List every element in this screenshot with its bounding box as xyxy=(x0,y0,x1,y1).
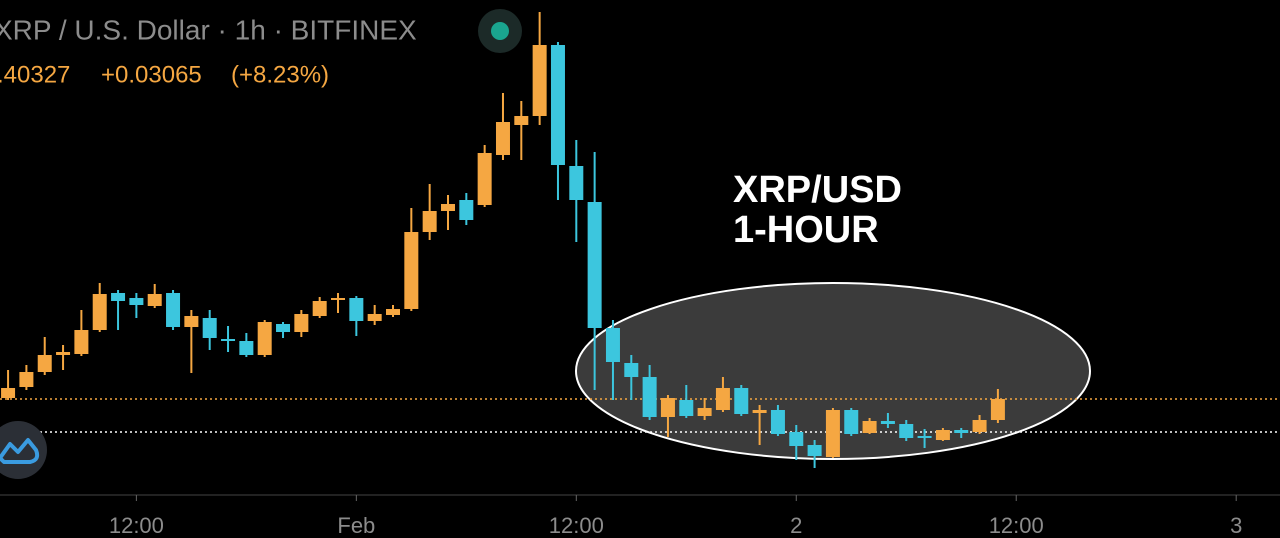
candle-body xyxy=(532,45,547,116)
candle-body xyxy=(19,372,34,387)
candle-body xyxy=(367,314,382,321)
candle-body xyxy=(862,421,877,433)
candles xyxy=(1,12,1005,468)
chart-title: XRP / U.S. Dollar · 1h · BITFINEX xyxy=(0,14,417,45)
candle-body xyxy=(56,352,71,355)
candle-body xyxy=(880,421,895,424)
candle-body xyxy=(917,436,932,438)
candle-body xyxy=(312,301,327,316)
annotation: 1-HOUR xyxy=(733,209,879,251)
logo-button[interactable] xyxy=(0,421,47,479)
candle-body xyxy=(37,355,52,372)
candle-body xyxy=(660,398,675,417)
candle-body xyxy=(642,377,657,417)
candle-body xyxy=(404,232,419,309)
candle-body xyxy=(349,298,364,321)
candle-body xyxy=(422,211,437,232)
candle-body xyxy=(679,400,694,416)
candle-body xyxy=(294,314,309,332)
candle-body xyxy=(239,341,254,355)
candle-body xyxy=(990,399,1005,420)
annotation: XRP/USD xyxy=(733,169,902,211)
x-tick-label: 2 xyxy=(790,513,802,538)
candle-body xyxy=(1,388,16,398)
candle-body xyxy=(807,445,822,456)
x-tick-label: 12:00 xyxy=(109,513,164,538)
price-change: +0.03065 xyxy=(101,61,202,88)
x-tick-label: Feb xyxy=(337,513,375,538)
candle-body xyxy=(605,328,620,362)
candle-body xyxy=(147,294,162,306)
candle-body xyxy=(935,430,950,440)
candle-body xyxy=(276,324,291,332)
candle-body xyxy=(331,298,346,300)
candle-body xyxy=(92,294,107,330)
logo-icon xyxy=(0,438,40,464)
candle-body xyxy=(550,45,565,165)
candle-body xyxy=(899,424,914,438)
candle-body xyxy=(129,298,144,305)
x-tick-label: 12:00 xyxy=(549,513,604,538)
candle-body xyxy=(697,408,712,416)
candle-body xyxy=(495,122,510,155)
candle-body xyxy=(514,116,529,125)
candle-body xyxy=(752,410,767,413)
candle-body xyxy=(221,339,236,341)
candle-body xyxy=(734,388,749,414)
candle-body xyxy=(954,430,969,433)
candle-body xyxy=(789,432,804,446)
last-price: .40327 xyxy=(0,61,70,88)
candle-body xyxy=(440,204,455,211)
candle-body xyxy=(569,166,584,200)
candle-body xyxy=(184,316,199,327)
price-change-percent: (+8.23%) xyxy=(231,61,329,88)
candle-body xyxy=(111,293,126,301)
x-tick-label: 12:00 xyxy=(989,513,1044,538)
x-tick-label: 3 xyxy=(1230,513,1242,538)
candle-body xyxy=(825,410,840,457)
status-dot xyxy=(491,22,509,40)
candle-body xyxy=(477,153,492,205)
candle-body xyxy=(770,410,785,434)
candle-body xyxy=(844,410,859,434)
candle-body xyxy=(624,363,639,377)
candle-body xyxy=(74,330,89,354)
candle-body xyxy=(587,202,602,328)
candle-body xyxy=(166,293,181,327)
candle-body xyxy=(257,322,272,355)
candle-body xyxy=(715,388,730,410)
candle-body xyxy=(202,318,217,338)
candle-body xyxy=(459,200,474,220)
candle-body xyxy=(386,309,401,315)
candle-body xyxy=(972,420,987,432)
